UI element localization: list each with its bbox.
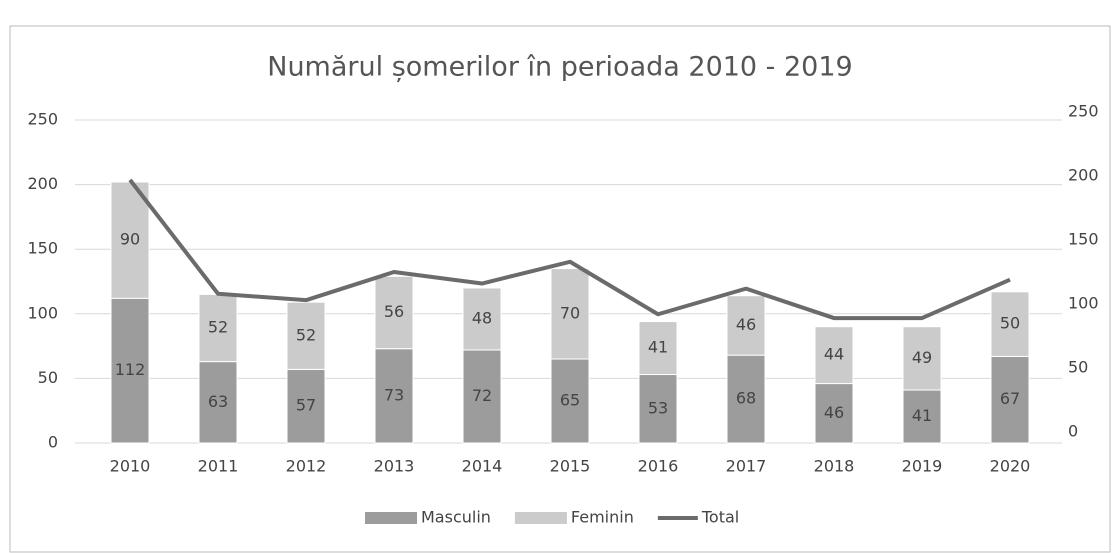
bar <box>374 348 414 444</box>
x-tick-label: 2018 <box>814 457 855 476</box>
x-tick-label: 2014 <box>462 457 503 476</box>
total-line <box>128 178 1011 321</box>
data-label: 56 <box>384 302 404 321</box>
data-label: 50 <box>1000 314 1020 333</box>
x-tick-label: 2017 <box>726 457 767 476</box>
data-label: 46 <box>736 315 756 334</box>
bar <box>374 275 414 350</box>
x-tick-label: 2019 <box>902 457 943 476</box>
y2-tick-label: 200 <box>1068 166 1099 185</box>
data-label: 72 <box>472 386 492 405</box>
bar <box>286 301 326 370</box>
x-tick-label: 2010 <box>110 457 151 476</box>
legend-label: Feminin <box>571 508 634 527</box>
y-tick-label: 250 <box>27 110 58 129</box>
bar <box>638 321 678 376</box>
data-label: 52 <box>296 325 316 344</box>
bar <box>902 326 942 391</box>
x-tick-label: 2016 <box>638 457 679 476</box>
data-label: 57 <box>296 396 316 415</box>
legend-swatch <box>365 512 417 524</box>
y2-tick-label: 100 <box>1068 294 1099 313</box>
legend-swatch <box>514 512 567 524</box>
y-tick-label: 150 <box>27 239 58 258</box>
data-label: 41 <box>912 406 932 425</box>
bar <box>726 354 766 444</box>
bar <box>990 355 1030 444</box>
bar <box>286 368 326 444</box>
data-label: 53 <box>648 398 668 417</box>
bar <box>550 358 590 444</box>
y-tick-label: 100 <box>27 303 58 322</box>
y-tick-label: 50 <box>38 368 58 387</box>
bar <box>902 389 942 444</box>
data-label: 49 <box>912 348 932 367</box>
data-label: 65 <box>560 391 580 410</box>
bar <box>198 361 238 444</box>
x-tick-label: 2011 <box>198 457 239 476</box>
data-label: 41 <box>648 338 668 357</box>
bar <box>550 268 590 360</box>
data-label: 52 <box>208 318 228 337</box>
data-label: 112 <box>115 360 146 379</box>
bar <box>462 287 502 351</box>
x-tick-label: 2012 <box>286 457 327 476</box>
chart-frame <box>9 25 1111 553</box>
data-label: 70 <box>560 303 580 322</box>
bar <box>110 181 150 299</box>
chart-title: Numărul șomerilor în perioada 2010 - 201… <box>267 52 852 83</box>
data-label: 90 <box>120 230 140 249</box>
data-label: 48 <box>472 308 492 327</box>
y2-tick-label: 0 <box>1068 422 1078 441</box>
bar <box>462 349 502 444</box>
legend-label: Masculin <box>421 508 491 527</box>
bar <box>638 374 678 444</box>
legend-label: Total <box>701 508 739 527</box>
data-label: 73 <box>384 385 404 404</box>
y2-tick-label: 50 <box>1068 358 1088 377</box>
data-label: 46 <box>824 403 844 422</box>
data-label: 44 <box>824 345 844 364</box>
bar <box>726 295 766 356</box>
x-tick-label: 2015 <box>550 457 591 476</box>
x-tick-label: 2013 <box>374 457 415 476</box>
data-label: 68 <box>736 389 756 408</box>
bar <box>990 291 1030 357</box>
y2-tick-label: 250 <box>1068 102 1099 121</box>
data-label: 63 <box>208 392 228 411</box>
x-tick-label: 2020 <box>990 457 1031 476</box>
data-label: 67 <box>1000 389 1020 408</box>
bar <box>814 326 854 385</box>
y2-tick-label: 150 <box>1068 230 1099 249</box>
y-tick-label: 200 <box>27 174 58 193</box>
y-tick-label: 0 <box>48 433 58 452</box>
